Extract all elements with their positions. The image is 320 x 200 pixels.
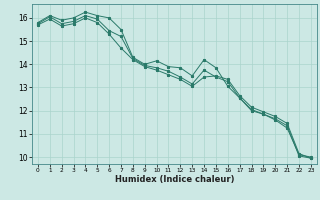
X-axis label: Humidex (Indice chaleur): Humidex (Indice chaleur) — [115, 175, 234, 184]
